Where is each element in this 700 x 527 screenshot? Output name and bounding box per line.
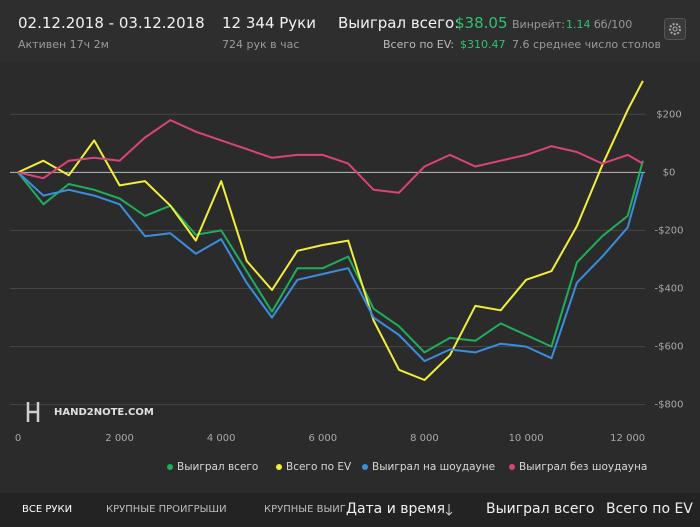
winrate-value: 1.14 bbox=[566, 18, 591, 31]
active-time: Активен 17ч 2м bbox=[18, 38, 109, 51]
y-tick-label: -$600 bbox=[654, 342, 683, 353]
series-line bbox=[17, 80, 644, 381]
tables: 7.6 среднее число столов bbox=[512, 38, 660, 51]
x-tick-label: 4 000 bbox=[207, 433, 236, 444]
won-value: $38.05 bbox=[455, 14, 508, 32]
legend-marker bbox=[276, 464, 282, 470]
winrate-unit: бб/100 bbox=[594, 18, 633, 31]
column-header[interactable]: Дата и время bbox=[346, 501, 445, 517]
x-tick-label: 12 000 bbox=[610, 433, 645, 444]
series-line bbox=[17, 160, 644, 354]
tab[interactable]: КРУПНЫЕ ПРОИГРЫШИ bbox=[106, 504, 227, 515]
y-tick-label: $200 bbox=[656, 109, 681, 120]
legend-marker bbox=[509, 464, 515, 470]
column-header[interactable]: Всего по EV bbox=[606, 501, 693, 517]
dates: 02.12.2018 - 03.12.2018 bbox=[18, 14, 205, 32]
tab[interactable]: КРУПНЫЕ ВЫИГРЫШИ bbox=[264, 504, 346, 515]
settings-button[interactable] bbox=[664, 18, 686, 40]
y-tick-label: -$400 bbox=[654, 284, 683, 295]
series-line bbox=[17, 119, 644, 194]
winrate-label: Винрейт: bbox=[512, 18, 565, 31]
legend-marker bbox=[167, 464, 173, 470]
column-header[interactable]: Выиграл всего bbox=[486, 501, 595, 517]
logo-text: HAND2NOTE.COM bbox=[54, 407, 154, 418]
y-tick-label: -$200 bbox=[654, 225, 683, 236]
legend-label: Выиграл без шоудауна bbox=[519, 461, 647, 473]
x-tick-label: 8 000 bbox=[410, 433, 439, 444]
x-tick-label: 2 000 bbox=[105, 433, 134, 444]
ev-label: Всего по EV: bbox=[383, 38, 455, 51]
y-tick-label: $0 bbox=[663, 167, 676, 178]
logo: HAND2NOTE.COM bbox=[26, 402, 154, 422]
chart: $200 $0 -$200 -$400 -$600 -$800 0 2 000 4 000 6 0… bbox=[0, 62, 700, 493]
legend-label: Всего по EV bbox=[286, 461, 352, 473]
legend-label: Выиграл всего bbox=[177, 461, 258, 473]
series-line bbox=[17, 171, 644, 363]
y-tick-label: -$800 bbox=[654, 400, 683, 411]
won-label: Выиграл всего: bbox=[338, 14, 460, 32]
legend-label: Выиграл на шоудауне bbox=[372, 461, 495, 473]
x-tick-label: 6 000 bbox=[309, 433, 338, 444]
hands: 12 344 Руки bbox=[222, 14, 316, 32]
bottom-bar: ВСЕ РУКИ КРУПНЫЕ ПРОИГРЫШИ КРУПНЫЕ ВЫИГР… bbox=[0, 493, 700, 527]
ev-value: $310.47 bbox=[460, 38, 506, 51]
sort-icon bbox=[445, 504, 453, 516]
tab[interactable]: ВСЕ РУКИ bbox=[22, 504, 73, 515]
x-tick-label: 10 000 bbox=[509, 433, 544, 444]
hands-per-hour: 724 рук в час bbox=[222, 38, 300, 51]
legend-marker bbox=[362, 464, 368, 470]
x-tick-label: 0 bbox=[15, 433, 21, 444]
